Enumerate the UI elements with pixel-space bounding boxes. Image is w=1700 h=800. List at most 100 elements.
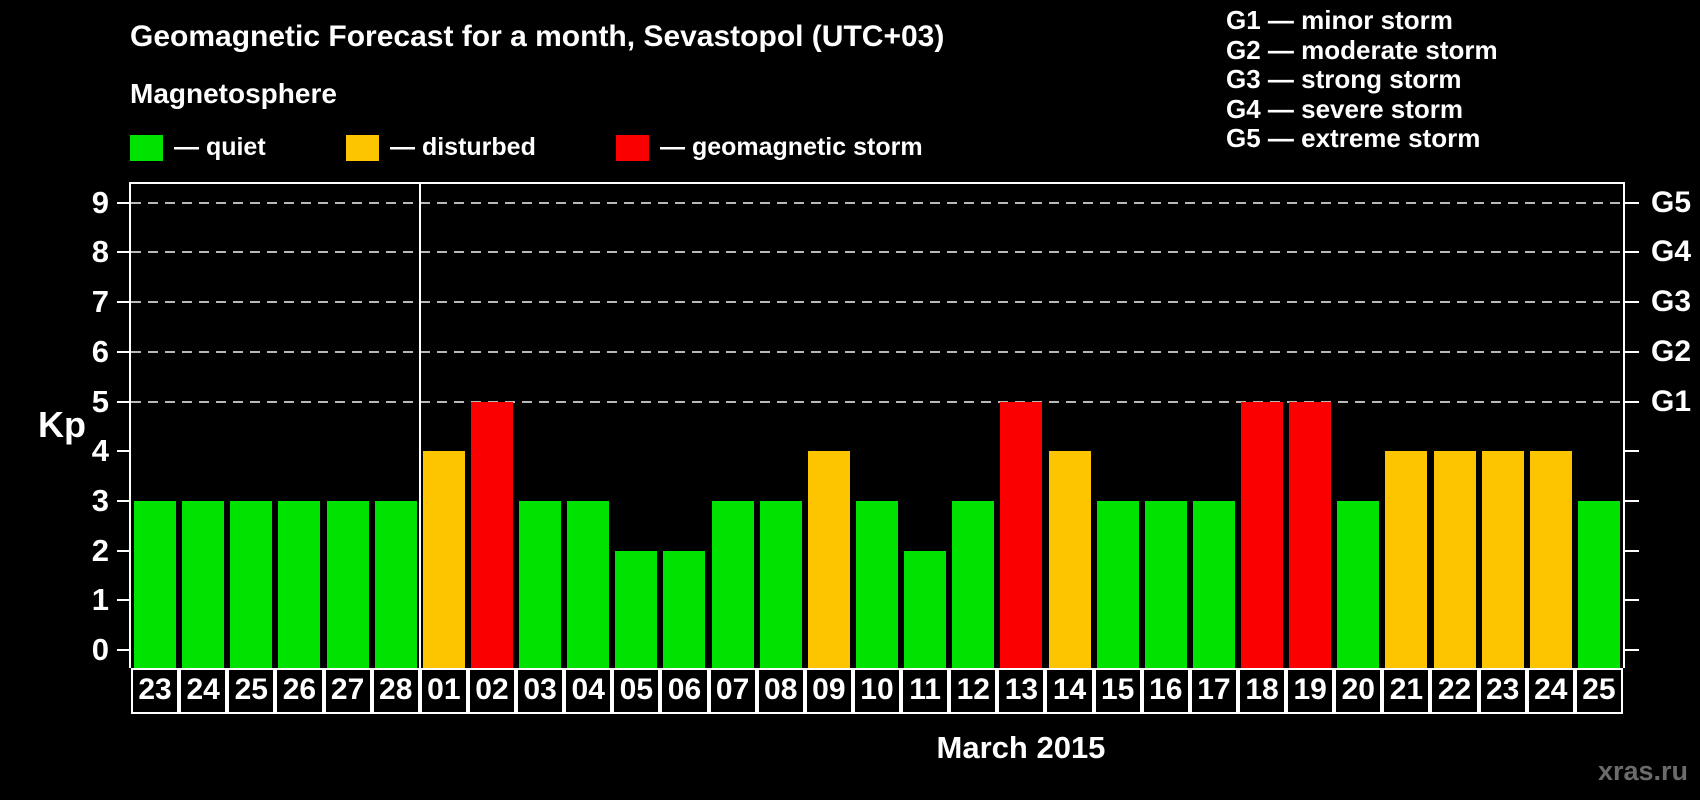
day-label-feb-24: 24	[179, 668, 228, 714]
bar-day-mar-20	[1337, 500, 1380, 668]
bar-day-mar-25	[1577, 500, 1620, 668]
legend-label-quiet: — quiet	[174, 133, 266, 161]
bar-day-feb-28	[374, 500, 417, 668]
bar-day-feb-24	[182, 500, 225, 668]
right-tick-kp1	[1625, 599, 1639, 602]
g-scale-legend: G1 — minor storm G2 — moderate storm G3 …	[1226, 5, 1498, 154]
g-scale-axis-label-g1: G1	[1651, 384, 1692, 418]
y-axis-tick-label-1: 1	[91, 582, 109, 618]
gridline-kp7	[131, 301, 1623, 304]
day-label-mar-25: 25	[1574, 668, 1623, 714]
y-axis-tick-label-6: 6	[91, 333, 109, 369]
watermark-label: xras.ru	[1597, 756, 1688, 786]
g-scale-legend-g1: G1 — minor storm	[1226, 5, 1453, 35]
gridline-kp8	[131, 251, 1623, 254]
bar-day-mar-14	[1048, 451, 1091, 668]
day-label-mar-02: 02	[467, 668, 517, 714]
bar-day-mar-06	[663, 550, 706, 668]
y-axis-tick-label-5: 5	[91, 383, 109, 419]
day-axis-strip: 23 24 25 26 27 28 01 02 03 04 05 06 07 08 09 10 11 12 13 14…	[131, 668, 1623, 714]
bar-day-mar-15	[1096, 500, 1139, 668]
day-label-mar-18: 18	[1237, 668, 1287, 714]
y-axis-tick-label-2: 2	[91, 532, 109, 568]
bar-day-mar-02	[470, 401, 513, 668]
y-axis-tick-label-7: 7	[91, 284, 109, 320]
day-label-mar-21: 21	[1382, 668, 1431, 714]
legend-title: Magnetosphere	[130, 78, 337, 109]
day-label-feb-23: 23	[131, 668, 180, 714]
left-tick-kp5	[117, 400, 131, 403]
g-scale-axis-label-g5: G5	[1651, 185, 1692, 219]
storm-color-swatch	[616, 134, 649, 161]
bar-day-mar-19	[1289, 401, 1332, 668]
bar-day-feb-25	[230, 500, 273, 668]
bar-day-mar-23	[1481, 451, 1524, 668]
y-axis-tick-label-9: 9	[91, 184, 109, 220]
bar-day-mar-04	[567, 500, 610, 668]
day-label-feb-26: 26	[275, 668, 324, 714]
g-scale-legend-g4: G4 — severe storm	[1226, 93, 1464, 124]
day-label-mar-13: 13	[997, 668, 1046, 714]
g-scale-legend-g2: G2 — moderate storm	[1226, 34, 1498, 65]
day-label-mar-19: 19	[1286, 668, 1335, 714]
right-tick-kp0	[1625, 649, 1639, 651]
bar-day-mar-13	[1000, 401, 1043, 668]
y-axis-line	[129, 182, 131, 668]
bar-day-mar-01	[422, 451, 465, 668]
day-label-mar-17: 17	[1189, 668, 1238, 714]
right-tick-kp7	[1625, 301, 1639, 304]
right-axis-line	[1623, 182, 1625, 668]
y-axis-title: Kp	[38, 404, 86, 445]
bar-day-feb-23	[134, 500, 177, 668]
day-label-feb-28: 28	[371, 668, 420, 714]
day-label-mar-10: 10	[852, 668, 902, 714]
legend-item-disturbed: — disturbed	[346, 133, 536, 162]
legend-label-disturbed: — disturbed	[390, 133, 536, 161]
g-scale-axis-label-g2: G2	[1651, 334, 1692, 368]
day-label-mar-06: 06	[660, 668, 709, 714]
day-label-mar-04: 04	[564, 668, 613, 714]
y-axis-tick-label-8: 8	[91, 234, 109, 270]
g-scale-legend-g3: G3 — strong storm	[1226, 64, 1462, 95]
right-tick-kp8	[1625, 251, 1639, 254]
bar-day-mar-18	[1241, 401, 1284, 668]
day-label-mar-23: 23	[1478, 668, 1527, 714]
day-label-mar-03: 03	[516, 668, 565, 714]
day-label-mar-24: 24	[1526, 668, 1575, 714]
left-tick-kp8	[117, 251, 131, 254]
left-tick-kp9	[117, 201, 131, 204]
left-tick-kp1	[117, 599, 131, 602]
bar-day-mar-12	[952, 500, 995, 668]
plot-top-border	[129, 182, 1625, 184]
legend-label-storm: — geomagnetic storm	[660, 133, 923, 161]
legend-item-quiet: — quiet	[130, 133, 266, 162]
plot-area: 0 1 2 3 4 5 6 7 8 9 G1 G2 G3 G4 G5	[92, 182, 1691, 668]
g-scale-axis-label-g4: G4	[1651, 235, 1692, 269]
left-tick-kp6	[117, 350, 131, 353]
right-tick-kp9	[1625, 201, 1639, 204]
day-label-mar-01: 01	[419, 668, 468, 714]
day-label-mar-20: 20	[1334, 668, 1383, 714]
y-axis-tick-label-4: 4	[91, 433, 109, 469]
day-label-mar-05: 05	[612, 668, 661, 714]
day-label-mar-15: 15	[1093, 668, 1142, 714]
day-label-mar-16: 16	[1141, 668, 1190, 714]
disturbed-color-swatch	[346, 134, 379, 161]
gridline-kp6	[131, 350, 1623, 353]
left-tick-kp4	[117, 450, 131, 453]
bar-day-feb-27	[326, 500, 369, 668]
day-label-mar-14: 14	[1045, 668, 1094, 714]
day-label-feb-27: 27	[323, 668, 372, 714]
bar-day-mar-16	[1144, 500, 1187, 668]
left-tick-kp3	[117, 499, 131, 502]
bar-day-mar-05	[615, 550, 658, 668]
bar-day-mar-21	[1385, 451, 1428, 668]
bar-day-mar-07	[711, 500, 754, 668]
bar-day-mar-17	[1192, 500, 1235, 668]
day-label-mar-09: 09	[804, 668, 853, 714]
day-label-mar-08: 08	[756, 668, 805, 714]
bar-day-feb-26	[278, 500, 321, 668]
right-tick-kp4	[1625, 450, 1639, 453]
y-axis-tick-label-0: 0	[91, 632, 109, 667]
